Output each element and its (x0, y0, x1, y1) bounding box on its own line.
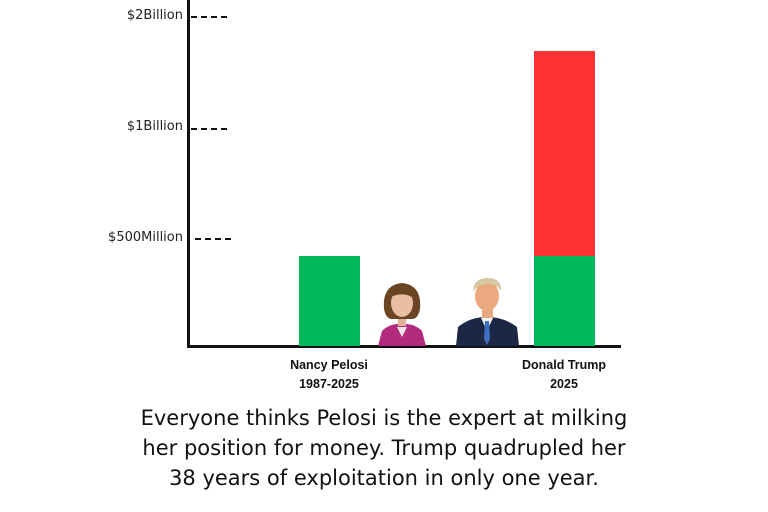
category-label-trump: Donald Trump 2025 (494, 356, 634, 394)
y-tick-dash-500million (195, 238, 231, 240)
bar-trump-additional (534, 51, 595, 256)
pelosi-period: 1987-2025 (299, 377, 359, 391)
y-tick-label-500million: $500Million (108, 230, 183, 245)
y-tick-label-2billion: $2Billion (126, 8, 183, 23)
x-axis (187, 345, 621, 348)
trump-photo (456, 275, 519, 346)
bar-trump-base (534, 256, 595, 346)
pelosi-photo (376, 279, 428, 346)
bar-pelosi (299, 256, 360, 346)
y-tick-dash-1billion (191, 128, 227, 130)
caption-line-2: her position for money. Trump quadrupled… (142, 436, 626, 460)
caption-line-3: 38 years of exploitation in only one yea… (169, 466, 599, 490)
pelosi-portrait-icon (378, 283, 426, 346)
trump-period: 2025 (550, 377, 578, 391)
caption: Everyone thinks Pelosi is the expert at … (0, 403, 768, 493)
category-label-pelosi: Nancy Pelosi 1987-2025 (259, 356, 399, 394)
trump-name: Donald Trump (521, 358, 607, 372)
trump-portrait-icon (456, 277, 519, 346)
caption-line-1: Everyone thinks Pelosi is the expert at … (140, 406, 628, 430)
y-tick-label-1billion: $1Billion (126, 119, 183, 134)
y-tick-dash-2billion (191, 16, 227, 18)
y-axis (187, 0, 190, 347)
pelosi-name: Nancy Pelosi (290, 358, 368, 372)
